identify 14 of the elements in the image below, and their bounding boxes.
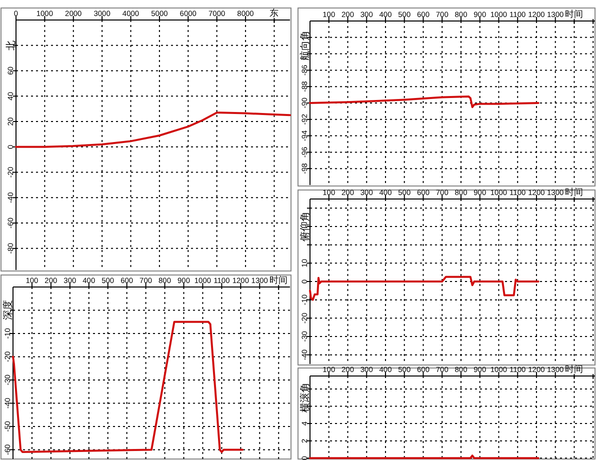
x-axis-title: 东	[270, 8, 279, 19]
x-axis-title: 时间	[565, 187, 584, 198]
y-axis-title: 俯仰角	[299, 212, 311, 242]
line-series	[309, 276, 540, 301]
x-axis-title: 时间	[270, 275, 288, 286]
line-series	[15, 112, 291, 148]
x-axis-title: 时间	[565, 9, 584, 20]
y-axis-title: 航向角	[299, 30, 311, 61]
y-axis-title: 北	[5, 40, 17, 50]
line-series	[309, 95, 540, 108]
x-axis-title: 时间	[565, 364, 584, 375]
line-series	[12, 320, 244, 454]
y-axis-title: 横滚角	[299, 382, 311, 413]
y-axis-title: 深度	[2, 300, 14, 320]
